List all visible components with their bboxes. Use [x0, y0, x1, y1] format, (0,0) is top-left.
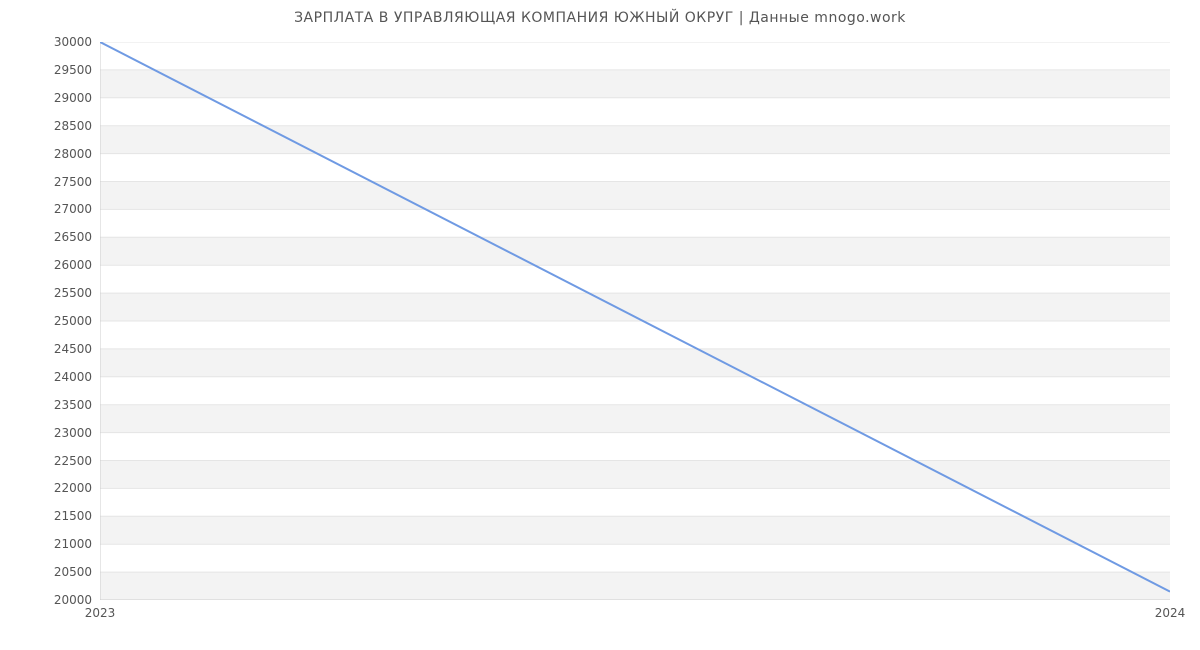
y-tick-label: 23500: [0, 398, 92, 412]
y-tick-label: 25000: [0, 314, 92, 328]
y-tick-label: 24000: [0, 370, 92, 384]
y-tick-label: 22500: [0, 454, 92, 468]
plot-svg: [100, 42, 1170, 600]
y-tick-label: 26500: [0, 230, 92, 244]
y-tick-label: 26000: [0, 258, 92, 272]
y-tick-label: 28500: [0, 119, 92, 133]
y-tick-label: 20000: [0, 593, 92, 607]
y-tick-label: 27500: [0, 175, 92, 189]
salary-line-chart: ЗАРПЛАТА В УПРАВЛЯЮЩАЯ КОМПАНИЯ ЮЖНЫЙ ОК…: [0, 0, 1200, 650]
x-tick-label: 2024: [1155, 606, 1186, 620]
y-tick-label: 22000: [0, 481, 92, 495]
y-tick-label: 29000: [0, 91, 92, 105]
x-tick-label: 2023: [85, 606, 116, 620]
y-tick-label: 21500: [0, 509, 92, 523]
y-tick-label: 24500: [0, 342, 92, 356]
chart-title: ЗАРПЛАТА В УПРАВЛЯЮЩАЯ КОМПАНИЯ ЮЖНЫЙ ОК…: [0, 10, 1200, 26]
y-tick-label: 29500: [0, 63, 92, 77]
y-tick-label: 28000: [0, 147, 92, 161]
y-tick-label: 25500: [0, 286, 92, 300]
y-tick-label: 20500: [0, 565, 92, 579]
plot-area: [100, 42, 1170, 600]
y-tick-label: 21000: [0, 537, 92, 551]
y-tick-label: 23000: [0, 426, 92, 440]
y-tick-label: 27000: [0, 202, 92, 216]
y-tick-label: 30000: [0, 35, 92, 49]
